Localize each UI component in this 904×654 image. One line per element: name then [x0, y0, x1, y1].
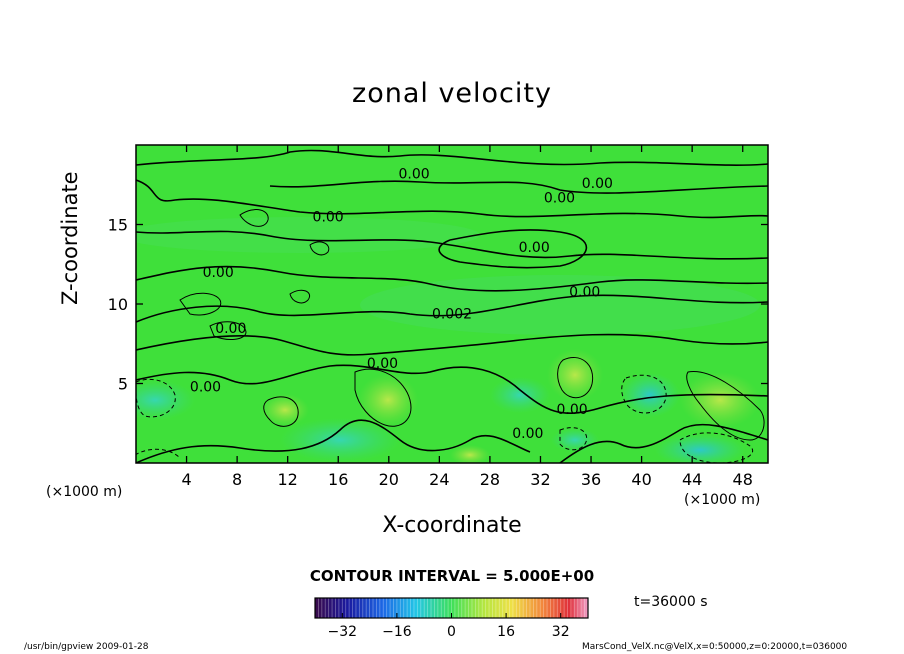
colorbar-tick-label: 32 — [552, 624, 570, 640]
contour-label: 0.00 — [203, 265, 234, 281]
y-ticks: 5 10 15 — [108, 216, 768, 394]
x-tick-label: 20 — [379, 470, 399, 489]
x-tick-label: 12 — [278, 470, 298, 489]
x-tick-label: 44 — [682, 470, 702, 489]
contour-label: 0.00 — [313, 210, 344, 226]
x-unit-left: (×1000 m) — [46, 484, 123, 500]
colorbar-tick-label: −32 — [328, 624, 358, 640]
x-unit-right: (×1000 m) — [684, 492, 761, 508]
x-ticks: 4 8 12 16 20 24 28 32 36 40 44 48 — [181, 145, 753, 489]
footer-left: /usr/bin/gpview 2009-01-28 — [24, 642, 149, 652]
contour-label: 0.00 — [190, 380, 221, 396]
contour-label: 0.00 — [569, 284, 600, 300]
x-axis-label: X-coordinate — [382, 513, 522, 538]
contour-interval: CONTOUR INTERVAL = 5.000E+00 — [309, 567, 595, 585]
x-tick-label: 48 — [733, 470, 753, 489]
x-tick-label: 40 — [631, 470, 651, 489]
contour-label: 0.00 — [512, 426, 543, 442]
contour-label: 0.00 — [544, 190, 575, 206]
x-tick-label: 32 — [530, 470, 550, 489]
contour-label: 0.002 — [432, 307, 472, 323]
y-tick-label: 15 — [108, 216, 128, 235]
x-tick-label: 16 — [328, 470, 348, 489]
colorbar-tick-label: 0 — [447, 624, 456, 640]
y-tick-label: 5 — [118, 375, 128, 394]
contour-label: 0.00 — [582, 176, 613, 192]
colorbar-ticks: −32 −16 0 16 32 — [328, 613, 570, 640]
contour-label: 0.00 — [398, 167, 429, 183]
contour-label: 0.00 — [367, 356, 398, 372]
contour-label: 0.00 — [519, 240, 550, 256]
contour-labels: 0.00 0.00 0.00 0.00 0.00 0.00 0.00 0.002 0.00 0.0… — [190, 167, 613, 442]
colorbar — [315, 598, 588, 618]
colorbar-tick-label: 16 — [497, 624, 515, 640]
x-tick-label: 8 — [232, 470, 242, 489]
colorbar-tick-label: −16 — [382, 624, 412, 640]
footer-right: MarsCond_VelX.nc@VelX,x=0:50000,z=0:2000… — [582, 642, 848, 652]
contour-label: 0.00 — [556, 402, 587, 418]
y-tick-label: 10 — [108, 295, 128, 314]
x-tick-label: 36 — [581, 470, 601, 489]
x-tick-label: 4 — [181, 470, 191, 489]
contour-lines — [136, 149, 768, 463]
x-tick-label: 28 — [480, 470, 500, 489]
time-label: t=36000 s — [634, 594, 708, 610]
contour-label: 0.00 — [215, 321, 246, 337]
chart-title: zonal velocity — [352, 78, 552, 109]
colorbar-stripes — [318, 598, 585, 618]
x-tick-label: 24 — [429, 470, 449, 489]
